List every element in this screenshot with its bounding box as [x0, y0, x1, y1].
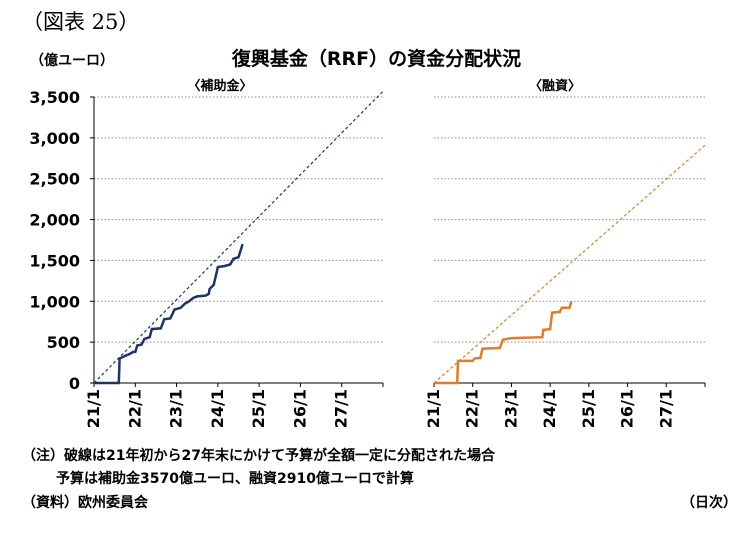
chart-canvas: 〈補助金〉 0 500 1,000 1,500 2,000 2,500 3,000 3,500 2… — [29, 78, 706, 428]
loan-x-tick-label: 27/1 — [656, 389, 675, 428]
y-unit-label: （億ユーロ） — [30, 53, 114, 69]
grant-y-tick-label: 0 — [69, 374, 80, 393]
grant-even-allocation-line — [93, 90, 384, 384]
loan-actual-line — [434, 300, 573, 385]
grant-y-tick-label: 3,500 — [29, 88, 80, 107]
loan-panel: 〈融資〉 21/1 22/1 23/1 24/1 25/1 26/1 27/1 — [424, 78, 706, 428]
chart-title: 復興基金（RRF）の資金分配状況 — [231, 48, 522, 70]
grant-y-tick-label: 1,500 — [29, 251, 80, 270]
grant-x-tick-label: 26/1 — [290, 389, 309, 428]
loan-x-tick-label: 21/1 — [424, 389, 443, 428]
grant-x-tick-label: 23/1 — [167, 389, 186, 428]
grant-y-tick-label: 1,000 — [29, 292, 80, 311]
note-line-1: （注）破線は21年初から27年末にかけて予算が全額一定に分配された場合 — [22, 448, 495, 464]
loan-x-tick-label: 24/1 — [540, 389, 559, 428]
grant-x-tick-label: 22/1 — [125, 389, 144, 428]
grant-x-tick-label: 21/1 — [84, 389, 103, 428]
loan-subtitle: 〈融資〉 — [529, 78, 581, 94]
loan-x-tick-label: 23/1 — [501, 389, 520, 428]
grant-subtitle: 〈補助金〉 — [187, 78, 252, 94]
grant-x-tick-label: 25/1 — [249, 389, 268, 428]
figure-label: （図表 25） — [22, 10, 140, 34]
x-unit-label: （日次） — [681, 495, 737, 511]
loan-even-allocation-line — [433, 144, 706, 384]
loan-x-tick-label: 26/1 — [618, 389, 637, 428]
grant-panel: 〈補助金〉 0 500 1,000 1,500 2,000 2,500 3,000 3,500 2… — [29, 78, 384, 428]
grant-x-tick-label: 24/1 — [208, 389, 227, 428]
grant-actual-line — [94, 243, 244, 385]
grant-y-tick-label: 3,000 — [29, 129, 80, 148]
grant-x-tick-label: 27/1 — [332, 389, 351, 428]
loan-x-tick-label: 25/1 — [579, 389, 598, 428]
grant-y-tick-label: 500 — [47, 333, 80, 352]
grant-y-tick-label: 2,000 — [29, 211, 80, 230]
source-label: （資料）欧州委員会 — [22, 495, 148, 511]
loan-x-tick-label: 22/1 — [463, 389, 482, 428]
grant-y-tick-label: 2,500 — [29, 170, 80, 189]
note-line-2: 予算は補助金3570億ユーロ、融資2910億ユーロで計算 — [56, 471, 414, 487]
